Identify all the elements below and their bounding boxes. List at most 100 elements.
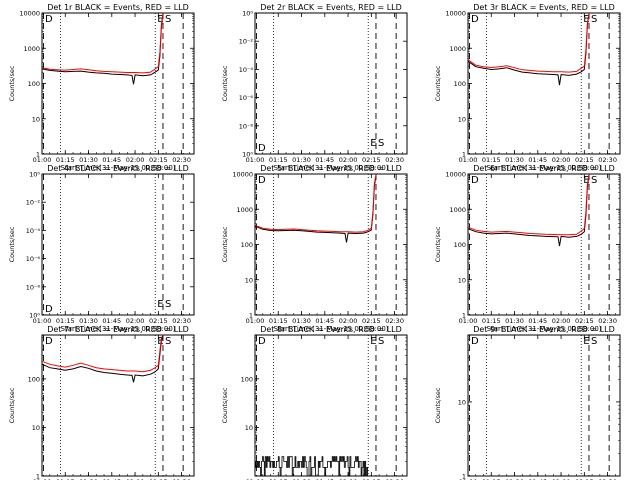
panel-1-xtick-label-2: 01:30 xyxy=(79,156,98,164)
panel-4-title: Det 4r BLACK = Events, RED = LLD xyxy=(47,164,189,173)
panel-8-ylabel: Counts/sec xyxy=(221,387,229,423)
panel-4-xtick-label-4: 02:00 xyxy=(126,317,145,325)
panel-2-ytick-label-3: 10⁻⁴ xyxy=(239,66,254,74)
panel-7-lld-line xyxy=(41,334,164,373)
panel-3-ylabel: Counts/sec xyxy=(434,65,442,101)
panel-6-marker-e: E xyxy=(583,175,589,186)
panel-7-xtick-label-3: 01:45 xyxy=(102,478,121,480)
panel-8-xtick-label-3: 01:45 xyxy=(315,478,334,480)
panel-9-frame xyxy=(467,334,621,477)
panel-8-ytick-label-0: 10 xyxy=(245,424,253,432)
panel-9-marker-s: S xyxy=(591,336,597,347)
panel-6-xtick-label-5: 02:15 xyxy=(575,317,594,325)
panel-2-ytick-label-0: 10⁰ xyxy=(242,151,253,159)
panel-4-marker-d: D xyxy=(45,304,53,315)
panel-4-ytick-label-5: 10⁰ xyxy=(29,171,40,179)
panel-3-ytick-label-4: 10000 xyxy=(445,10,466,18)
panel-2-ytick-label-4: 10⁻² xyxy=(239,38,254,46)
panel-1-xtick-label-0: 01:00 xyxy=(33,156,52,164)
panel-2-frame xyxy=(254,12,408,155)
panel-1-marker-s: S xyxy=(165,14,171,25)
panel-3-xtick-label-3: 01:45 xyxy=(528,156,547,164)
panel-1-xtick-label-6: 02:30 xyxy=(172,156,191,164)
panel-4-ytick-label-0: 10⁰ xyxy=(29,312,40,320)
panel-6-ytick-label-4: 10000 xyxy=(445,171,466,179)
panel-9-xtick-label-1: 01:15 xyxy=(482,478,501,480)
panel-8-ytick-label-1: 100 xyxy=(241,375,253,383)
panel-7-events-line xyxy=(41,334,164,383)
panel-5-xtick-label-0: 01:00 xyxy=(246,317,265,325)
panel-2-title: Det 2r BLACK = Events, RED = LLD xyxy=(260,3,402,12)
panel-4-xtick-label-6: 02:30 xyxy=(172,317,191,325)
panel-9-xtick-label-0: 01:00 xyxy=(459,478,478,480)
panel-6-lld-line xyxy=(467,173,590,236)
panel-2-marker-e: E xyxy=(370,138,376,149)
panel-5-xtick-label-2: 01:30 xyxy=(292,317,311,325)
panel-1-xtick-label-1: 01:15 xyxy=(56,156,75,164)
panel-6-xtick-label-4: 02:00 xyxy=(552,317,571,325)
panel-2-marker-d: D xyxy=(258,143,266,154)
panel-3-events-line xyxy=(467,12,590,86)
panel-1-marker-d: D xyxy=(45,14,53,25)
panel-8-xtick-label-1: 01:15 xyxy=(269,478,288,480)
panel-7-title: Det 7r BLACK = Events, RED = LLD xyxy=(47,325,189,334)
panel-9-marker-e: E xyxy=(583,336,589,347)
panel-1-ylabel: Counts/sec xyxy=(8,65,16,101)
panel-8-frame xyxy=(254,334,408,477)
panel-5-events-line xyxy=(254,175,377,243)
panel-1-xlabel: Start Time (31-May-15 00:58:00) xyxy=(60,164,175,172)
panel-4-ylabel: Counts/sec xyxy=(8,226,16,262)
panel-7-xtick-label-1: 01:15 xyxy=(56,478,75,480)
panel-5-ytick-label-2: 100 xyxy=(241,241,253,249)
panel-2-xtick-label-6: 02:30 xyxy=(385,156,404,164)
panel-8-xtick-label-2: 01:30 xyxy=(292,478,311,480)
panel-9-title: Det 9r BLACK = Events, RED = LLD xyxy=(473,325,615,334)
panel-1-frame xyxy=(41,12,195,155)
panel-5-xlabel: Start Time (31-May-15 00:58:00) xyxy=(273,325,388,333)
panel-5-xtick-label-4: 02:00 xyxy=(339,317,358,325)
panel-2-marker-s: S xyxy=(378,138,384,149)
panel-4-frame xyxy=(41,173,195,316)
panel-1-ytick-label-2: 100 xyxy=(28,80,40,88)
panel-5-ylabel: Counts/sec xyxy=(221,226,229,262)
panel-9-xtick-label-6: 02:30 xyxy=(598,478,617,480)
panel-2-ytick-label-2: 10⁻⁶ xyxy=(239,94,254,102)
panel-3-xtick-label-4: 02:00 xyxy=(552,156,571,164)
panel-7-marker-s: S xyxy=(165,336,171,347)
panel-3-title: Det 3r BLACK = Events, RED = LLD xyxy=(473,3,615,12)
panel-1-events-line xyxy=(41,12,164,85)
panel-4-ytick-label-1: 10⁻⁸ xyxy=(26,283,41,291)
panel-8-events-line xyxy=(255,456,369,477)
panel-9-xtick-label-2: 01:30 xyxy=(505,478,524,480)
panel-4-xlabel: Start Time (31-May-15 00:58:00) xyxy=(60,325,175,333)
panel-1-ytick-label-3: 1000 xyxy=(23,45,40,53)
panel-7-xtick-label-2: 01:30 xyxy=(79,478,98,480)
panel-5-ytick-label-3: 1000 xyxy=(236,206,253,214)
panel-3-ytick-label-2: 100 xyxy=(454,80,466,88)
panel-6-ylabel: Counts/sec xyxy=(434,226,442,262)
panel-3-xtick-label-6: 02:30 xyxy=(598,156,617,164)
panel-7-xtick-label-0: 01:00 xyxy=(33,478,52,480)
panel-5-lld-line xyxy=(254,174,377,233)
panel-8-marker-e: E xyxy=(370,336,376,347)
panel-6-marker-d: D xyxy=(471,175,479,186)
panel-9-xtick-label-3: 01:45 xyxy=(528,478,547,480)
panel-3-xlabel: Start Time (31-May-15 00:58:00) xyxy=(486,164,601,172)
panel-5-xtick-label-1: 01:15 xyxy=(269,317,288,325)
panel-1-xtick-label-4: 02:00 xyxy=(126,156,145,164)
panel-3-ytick-label-3: 1000 xyxy=(449,45,466,53)
panel-6-xtick-label-3: 01:45 xyxy=(528,317,547,325)
panel-7-xtick-label-5: 02:15 xyxy=(149,478,168,480)
panel-5-marker-d: D xyxy=(258,175,266,186)
panel-7-marker-d: D xyxy=(45,336,53,347)
panel-6-ytick-label-3: 1000 xyxy=(449,206,466,214)
panel-5-frame xyxy=(254,173,408,316)
panel-4-xtick-label-1: 01:15 xyxy=(56,317,75,325)
panel-2-xlabel: Start Time (31-May-15 00:58:00) xyxy=(273,164,388,172)
panel-2-xtick-label-4: 02:00 xyxy=(339,156,358,164)
panel-5-ytick-label-1: 10 xyxy=(245,276,253,284)
panel-4-marker-e: E xyxy=(157,299,163,310)
panel-7-xtick-label-4: 02:00 xyxy=(126,478,145,480)
panel-7-ytick-label-2: 100 xyxy=(28,375,40,383)
